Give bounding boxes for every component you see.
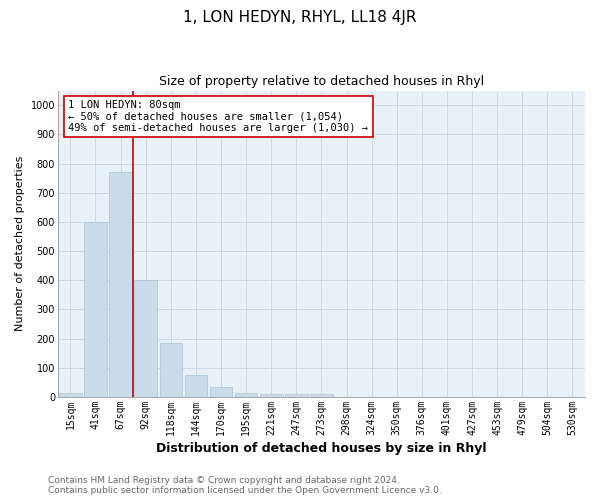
Bar	[210, 387, 232, 397]
Bar	[235, 392, 257, 397]
X-axis label: Distribution of detached houses by size in Rhyl: Distribution of detached houses by size …	[156, 442, 487, 455]
Title: Size of property relative to detached houses in Rhyl: Size of property relative to detached ho…	[159, 75, 484, 88]
Bar	[84, 222, 107, 397]
Bar	[285, 394, 308, 397]
Y-axis label: Number of detached properties: Number of detached properties	[15, 156, 25, 332]
Bar	[260, 394, 283, 397]
Bar	[160, 343, 182, 397]
Text: 1, LON HEDYN, RHYL, LL18 4JR: 1, LON HEDYN, RHYL, LL18 4JR	[183, 10, 417, 25]
Bar	[185, 375, 207, 397]
Bar	[134, 280, 157, 397]
Bar	[59, 392, 82, 397]
Bar	[310, 394, 333, 397]
Bar	[109, 172, 132, 397]
Text: 1 LON HEDYN: 80sqm
← 50% of detached houses are smaller (1,054)
49% of semi-deta: 1 LON HEDYN: 80sqm ← 50% of detached hou…	[68, 100, 368, 133]
Text: Contains HM Land Registry data © Crown copyright and database right 2024.
Contai: Contains HM Land Registry data © Crown c…	[48, 476, 442, 495]
